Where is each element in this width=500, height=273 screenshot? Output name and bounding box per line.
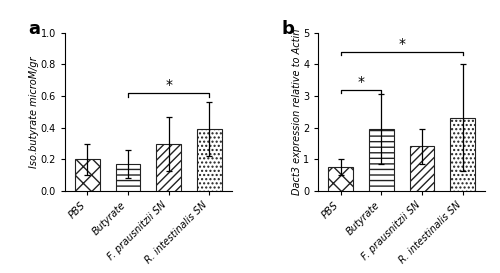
Bar (450, 118, 475, 191)
Bar (410, 146, 434, 191)
Bar (197, 129, 222, 191)
Bar (116, 164, 140, 191)
Y-axis label: Dact3 expression relative to Actin: Dact3 expression relative to Actin (292, 29, 302, 195)
Text: *: * (398, 37, 405, 51)
Text: b: b (282, 20, 294, 38)
Bar (328, 167, 353, 191)
Bar (156, 144, 181, 191)
Text: a: a (28, 20, 40, 38)
Text: *: * (358, 75, 364, 89)
Bar (369, 129, 394, 191)
Bar (75, 159, 100, 191)
Y-axis label: Iso.butyrate microM/gr: Iso.butyrate microM/gr (29, 56, 39, 168)
Text: *: * (165, 78, 172, 92)
